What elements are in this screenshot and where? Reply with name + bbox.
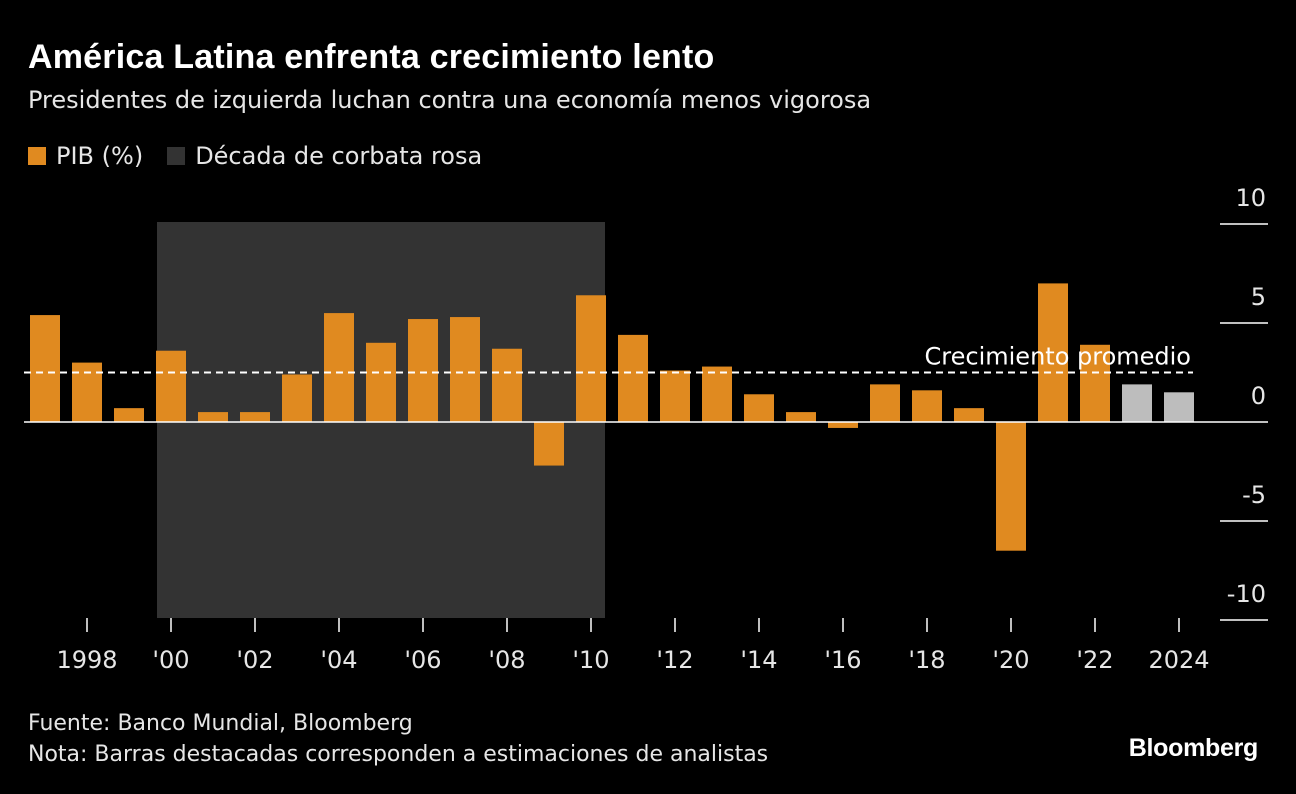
- y-tick-label-0: 0: [1251, 382, 1266, 410]
- bloomberg-logo: Bloomberg: [1128, 734, 1259, 762]
- bar-2002: [240, 412, 270, 422]
- source-note: Fuente: Banco Mundial, Bloomberg: [28, 711, 413, 736]
- bar-2005: [366, 342, 396, 422]
- y-tick-label-5: 5: [1251, 283, 1266, 311]
- bar-2008: [492, 348, 522, 422]
- legend: PIB (%) Década de corbata rosa: [28, 142, 506, 170]
- y-tick-label--10: -10: [1227, 580, 1266, 608]
- x-tick-label-2014: '14: [740, 646, 777, 674]
- bar-2006: [408, 319, 438, 422]
- legend-swatch-pink-tide: [167, 147, 186, 165]
- bar-2024: [1164, 392, 1194, 422]
- x-tick-label-2006: '06: [404, 646, 441, 674]
- x-tick-label-2018: '18: [908, 646, 945, 674]
- bar-2016: [828, 422, 858, 428]
- legend-swatch-pib: [28, 147, 46, 165]
- bar-2017: [870, 384, 900, 422]
- y-tick-label--5: -5: [1242, 481, 1266, 509]
- bar-2019: [954, 408, 984, 422]
- bar-2021: [1038, 283, 1068, 422]
- bar-2003: [282, 374, 312, 422]
- bar-1999: [114, 408, 144, 422]
- bar-2001: [198, 412, 228, 422]
- x-tick-label-1998: 1998: [56, 646, 117, 674]
- legend-item-pink-tide: Década de corbata rosa: [167, 142, 482, 170]
- bar-2015: [786, 412, 816, 422]
- bar-2013: [702, 366, 732, 422]
- legend-label-pink-tide: Década de corbata rosa: [195, 142, 483, 170]
- x-tick-label-2016: '16: [824, 646, 861, 674]
- x-tick-label-2000: '00: [152, 646, 189, 674]
- bar-2010: [576, 295, 606, 422]
- x-tick-label-2008: '08: [488, 646, 525, 674]
- legend-item-pib: PIB (%): [28, 142, 143, 170]
- bar-2011: [618, 334, 648, 422]
- bar-2020: [996, 422, 1026, 551]
- x-tick-label-2002: '02: [236, 646, 273, 674]
- x-tick-label-2020: '20: [992, 646, 1029, 674]
- bar-2012: [660, 370, 690, 422]
- bar-2022: [1080, 344, 1110, 422]
- y-tick-label-10: 10: [1235, 184, 1266, 212]
- bar-2009: [534, 422, 564, 466]
- bar-2004: [324, 313, 354, 422]
- x-tick-label-2024: 2024: [1148, 646, 1209, 674]
- average-growth-label: Crecimiento promedio: [925, 343, 1191, 371]
- bar-2007: [450, 317, 480, 422]
- bar-2014: [744, 394, 774, 422]
- x-tick-label-2010: '10: [572, 646, 609, 674]
- bar-1997: [30, 315, 60, 422]
- x-tick-label-2004: '04: [320, 646, 357, 674]
- chart-subtitle: Presidentes de izquierda luchan contra u…: [28, 86, 872, 114]
- chart-title: América Latina enfrenta crecimiento lent…: [28, 38, 715, 76]
- footer: Fuente: Banco Mundial, Bloomberg Nota: B…: [28, 708, 768, 770]
- legend-label-pib: PIB (%): [56, 142, 144, 170]
- footnote: Nota: Barras destacadas corresponden a e…: [28, 742, 769, 767]
- x-tick-label-2022: '22: [1076, 646, 1113, 674]
- bar-2000: [156, 350, 186, 422]
- bar-2018: [912, 390, 942, 422]
- x-tick-label-2012: '12: [656, 646, 693, 674]
- bar-2023: [1122, 384, 1152, 422]
